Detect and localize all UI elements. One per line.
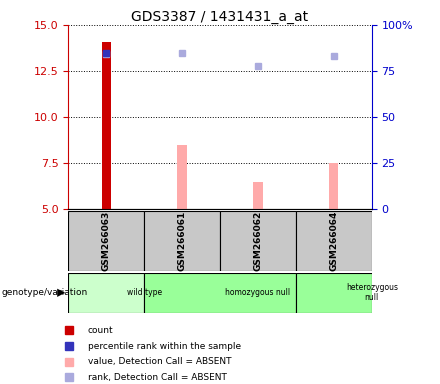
Text: rank, Detection Call = ABSENT: rank, Detection Call = ABSENT <box>88 373 227 382</box>
Text: GSM266061: GSM266061 <box>178 211 187 271</box>
Text: GSM266064: GSM266064 <box>330 211 338 271</box>
Text: heterozygous
null: heterozygous null <box>346 283 398 303</box>
Text: GSM266063: GSM266063 <box>102 211 110 271</box>
Bar <box>296 273 372 313</box>
Bar <box>177 145 187 209</box>
Text: genotype/variation: genotype/variation <box>1 288 88 297</box>
Bar <box>68 211 144 271</box>
Bar <box>144 273 296 313</box>
Bar <box>220 211 296 271</box>
Bar <box>68 273 144 313</box>
Text: value, Detection Call = ABSENT: value, Detection Call = ABSENT <box>88 357 231 366</box>
Bar <box>329 163 338 209</box>
Text: percentile rank within the sample: percentile rank within the sample <box>88 342 241 351</box>
Bar <box>296 211 372 271</box>
Bar <box>102 41 111 209</box>
Text: GSM266062: GSM266062 <box>253 211 262 271</box>
Text: wild type: wild type <box>127 288 161 297</box>
Bar <box>144 211 220 271</box>
Bar <box>253 182 263 209</box>
Text: homozygous null: homozygous null <box>225 288 290 297</box>
Polygon shape <box>57 289 65 297</box>
Text: GDS3387 / 1431431_a_at: GDS3387 / 1431431_a_at <box>132 10 308 23</box>
Text: count: count <box>88 326 113 335</box>
